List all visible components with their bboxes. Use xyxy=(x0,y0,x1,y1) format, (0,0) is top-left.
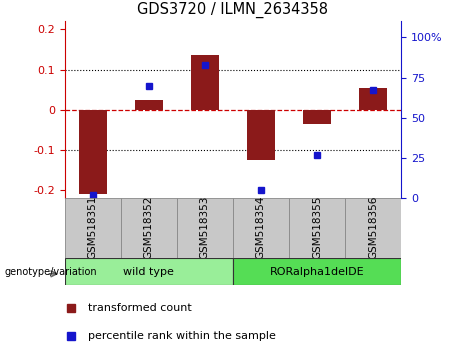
Text: RORalpha1delDE: RORalpha1delDE xyxy=(270,267,364,277)
Text: GSM518351: GSM518351 xyxy=(88,195,98,259)
Text: wild type: wild type xyxy=(123,267,174,277)
Text: transformed count: transformed count xyxy=(88,303,192,313)
Bar xyxy=(177,198,233,258)
Bar xyxy=(289,198,345,258)
Text: genotype/variation: genotype/variation xyxy=(5,267,97,277)
Bar xyxy=(65,258,233,285)
Bar xyxy=(345,198,401,258)
Bar xyxy=(65,198,121,258)
Bar xyxy=(135,100,163,110)
Bar xyxy=(247,110,275,160)
Title: GDS3720 / ILMN_2634358: GDS3720 / ILMN_2634358 xyxy=(137,2,328,18)
Bar xyxy=(303,110,331,124)
Text: GSM518354: GSM518354 xyxy=(256,195,266,259)
Bar xyxy=(121,198,177,258)
Text: GSM518352: GSM518352 xyxy=(144,195,154,259)
Bar xyxy=(191,56,219,110)
Text: GSM518355: GSM518355 xyxy=(312,195,322,259)
Bar xyxy=(78,110,106,194)
Bar xyxy=(359,88,387,110)
Text: GSM518353: GSM518353 xyxy=(200,195,210,259)
Bar xyxy=(233,258,401,285)
Bar xyxy=(233,198,289,258)
Text: GSM518356: GSM518356 xyxy=(368,195,378,259)
Text: percentile rank within the sample: percentile rank within the sample xyxy=(88,331,276,341)
